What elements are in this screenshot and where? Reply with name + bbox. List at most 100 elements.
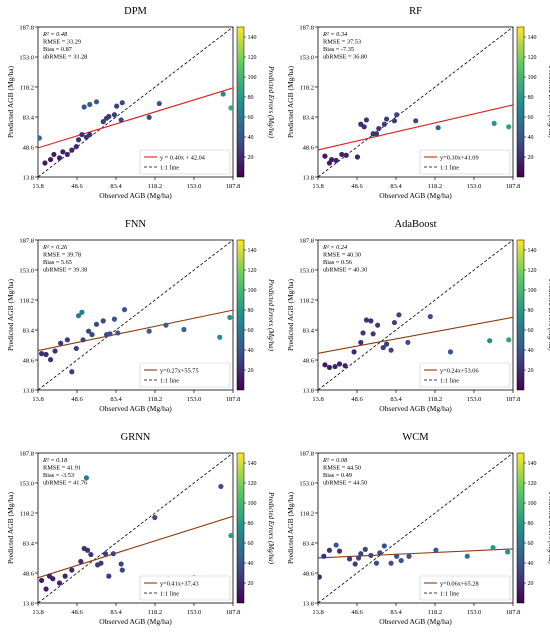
y-tick-label: 83.4 bbox=[303, 114, 315, 121]
data-point bbox=[370, 331, 376, 337]
data-point bbox=[38, 577, 45, 584]
colorbar-tick-label: 100 bbox=[528, 75, 537, 81]
x-tick-label: 118.2 bbox=[428, 396, 442, 403]
x-axis-label: Observed AGB (Mg/ha) bbox=[379, 404, 452, 413]
x-tick-label: 118.2 bbox=[148, 396, 162, 403]
plot-area bbox=[38, 240, 233, 390]
data-point bbox=[56, 155, 63, 161]
identity-line bbox=[318, 27, 513, 177]
data-point bbox=[47, 357, 54, 363]
data-point bbox=[42, 160, 48, 166]
plot-frame bbox=[37, 452, 234, 604]
chart-title: WCM bbox=[402, 432, 429, 443]
x-tick-label: 83.4 bbox=[110, 396, 122, 403]
y-tick-label: 48.6 bbox=[23, 570, 35, 577]
data-point bbox=[81, 104, 87, 110]
colorbar-label: Predicted Errors (Mg/ha) bbox=[267, 65, 275, 138]
data-point bbox=[373, 560, 380, 566]
y-axis-label: Predicted AGB (Mg/ha) bbox=[286, 278, 295, 351]
legend-identity-label: 1:1 line bbox=[160, 164, 179, 171]
y-axis-label: Predicted AGB (Mg/ha) bbox=[6, 65, 15, 138]
stats-line: RMSE = 39.78 bbox=[43, 252, 81, 259]
y-tick-label: 153.0 bbox=[19, 267, 34, 274]
x-tick-label: 13.8 bbox=[312, 183, 323, 190]
y-tick-label: 118.2 bbox=[20, 297, 34, 304]
stats-line: R² = 0.08 bbox=[322, 457, 348, 464]
fit-line bbox=[38, 309, 233, 352]
data-point bbox=[51, 151, 57, 158]
x-tick-label: 187.8 bbox=[506, 609, 521, 616]
data-point bbox=[75, 313, 82, 319]
data-point bbox=[491, 120, 497, 126]
chart-title: FNN bbox=[125, 219, 146, 230]
y-axis-label: Predicted AGB (Mg/ha) bbox=[286, 65, 295, 138]
y-axis-label: Predicted AGB (Mg/ha) bbox=[286, 491, 295, 564]
x-tick-label: 118.2 bbox=[148, 183, 162, 190]
y-tick-label: 187.8 bbox=[299, 237, 314, 244]
colorbar-tick-label: 20 bbox=[528, 155, 534, 161]
stats-line: RMSE = 37.53 bbox=[323, 39, 361, 46]
stats-line: RMSE = 44.50 bbox=[323, 465, 361, 472]
x-tick-label: 153.0 bbox=[467, 396, 482, 403]
fit-line bbox=[318, 104, 513, 151]
x-tick-label: 153.0 bbox=[187, 609, 202, 616]
x-tick-label: 48.6 bbox=[71, 183, 83, 190]
colorbar-tick-label: 140 bbox=[248, 248, 257, 254]
colorbar-tick-label: 20 bbox=[528, 368, 534, 374]
y-tick-label: 13.8 bbox=[23, 600, 34, 607]
data-point bbox=[336, 548, 343, 554]
stats-line: RMSE = 41.91 bbox=[43, 465, 81, 472]
data-point bbox=[373, 131, 380, 137]
colorbar-tick-label: 80 bbox=[248, 521, 254, 527]
x-tick-label: 13.8 bbox=[312, 609, 323, 616]
x-tick-label: 118.2 bbox=[428, 609, 442, 616]
data-point bbox=[106, 113, 112, 120]
data-point bbox=[394, 553, 400, 559]
data-point bbox=[227, 314, 233, 321]
y-tick-label: 118.2 bbox=[300, 510, 314, 517]
data-point bbox=[111, 112, 118, 118]
data-point bbox=[336, 361, 343, 367]
stats-line: ubRMSE = 40.30 bbox=[323, 267, 367, 274]
stats-line: R² = 0.48 bbox=[42, 31, 68, 38]
data-point bbox=[487, 338, 493, 344]
data-point bbox=[78, 558, 84, 565]
y-axis-label: Predicted AGB (Mg/ha) bbox=[6, 278, 15, 351]
y-tick-label: 187.8 bbox=[19, 237, 34, 244]
colorbar-tick-label: 100 bbox=[248, 501, 257, 507]
y-tick-label: 118.2 bbox=[20, 84, 34, 91]
colorbar bbox=[236, 452, 245, 604]
colorbar-tick-label: 100 bbox=[528, 501, 537, 507]
data-point bbox=[318, 574, 322, 580]
data-point bbox=[107, 331, 113, 337]
data-point bbox=[163, 322, 169, 328]
x-tick-label: 13.8 bbox=[32, 396, 43, 403]
y-tick-label: 48.6 bbox=[303, 570, 315, 577]
chart-title: GRNN bbox=[121, 432, 151, 443]
data-point bbox=[363, 117, 370, 123]
data-point bbox=[322, 153, 328, 159]
colorbar-tick-label: 100 bbox=[528, 288, 537, 294]
data-point bbox=[326, 547, 333, 553]
data-point bbox=[464, 553, 470, 559]
colorbar bbox=[516, 239, 525, 391]
data-point bbox=[388, 347, 394, 353]
data-point bbox=[56, 580, 63, 586]
colorbar bbox=[516, 452, 525, 604]
x-tick-label: 118.2 bbox=[428, 183, 442, 190]
colorbar-tick-label: 80 bbox=[528, 521, 534, 527]
data-point bbox=[146, 114, 152, 120]
data-point bbox=[343, 152, 349, 158]
x-tick-label: 48.6 bbox=[351, 183, 363, 190]
y-tick-label: 48.6 bbox=[23, 144, 35, 151]
x-tick-label: 83.4 bbox=[110, 183, 122, 190]
x-tick-label: 48.6 bbox=[351, 609, 363, 616]
colorbar-tick-label: 40 bbox=[248, 348, 254, 354]
legend-identity-label: 1:1 line bbox=[160, 590, 179, 597]
data-point bbox=[115, 330, 121, 336]
colorbar-tick-label: 20 bbox=[248, 155, 254, 161]
colorbar bbox=[516, 26, 525, 178]
plot-frame bbox=[37, 239, 234, 391]
data-point bbox=[111, 316, 118, 322]
data-point bbox=[381, 121, 387, 127]
